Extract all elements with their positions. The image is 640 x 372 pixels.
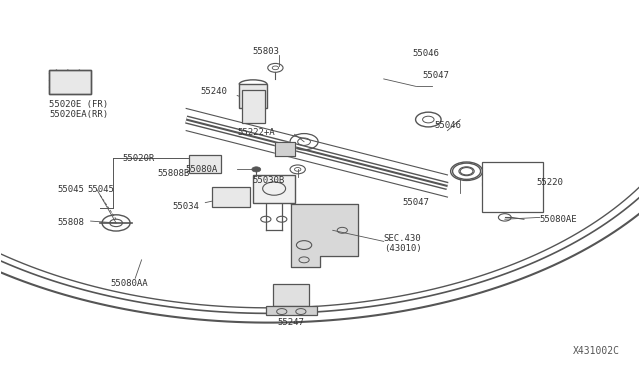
Text: 55020EA(RR): 55020EA(RR) xyxy=(49,109,108,119)
Text: 55020E (FR): 55020E (FR) xyxy=(49,100,108,109)
FancyBboxPatch shape xyxy=(239,84,267,109)
Text: 55020R: 55020R xyxy=(122,154,155,163)
Text: 55034: 55034 xyxy=(172,202,199,211)
FancyBboxPatch shape xyxy=(273,284,309,306)
Text: 55030B: 55030B xyxy=(253,176,285,185)
Text: 55045: 55045 xyxy=(88,185,115,194)
Text: 55220: 55220 xyxy=(537,178,564,187)
Text: 55247: 55247 xyxy=(278,318,305,327)
FancyBboxPatch shape xyxy=(212,187,250,207)
Text: 55080AE: 55080AE xyxy=(540,215,577,224)
Circle shape xyxy=(249,99,257,103)
FancyBboxPatch shape xyxy=(49,70,91,94)
Text: 55045: 55045 xyxy=(58,185,84,194)
FancyBboxPatch shape xyxy=(483,162,543,212)
FancyBboxPatch shape xyxy=(189,155,221,173)
Polygon shape xyxy=(275,142,294,157)
Text: 55240: 55240 xyxy=(201,87,228,96)
Text: 55803: 55803 xyxy=(252,47,279,56)
Polygon shape xyxy=(291,205,358,267)
Text: 55808B: 55808B xyxy=(157,169,189,177)
Text: 55047: 55047 xyxy=(403,198,429,207)
Text: SEC.430
(43010): SEC.430 (43010) xyxy=(384,234,421,253)
Text: 55080AA: 55080AA xyxy=(110,279,148,288)
FancyBboxPatch shape xyxy=(242,90,264,123)
Text: 55080A: 55080A xyxy=(186,165,218,174)
Text: 55222+A: 55222+A xyxy=(238,128,275,137)
Text: X431002C: X431002C xyxy=(573,346,620,356)
FancyBboxPatch shape xyxy=(253,175,294,203)
Text: 55046: 55046 xyxy=(435,121,461,129)
Text: 55046: 55046 xyxy=(412,49,439,58)
FancyBboxPatch shape xyxy=(266,306,317,315)
Text: 55047: 55047 xyxy=(422,71,449,80)
Circle shape xyxy=(252,167,260,172)
Text: 55808: 55808 xyxy=(58,218,84,227)
